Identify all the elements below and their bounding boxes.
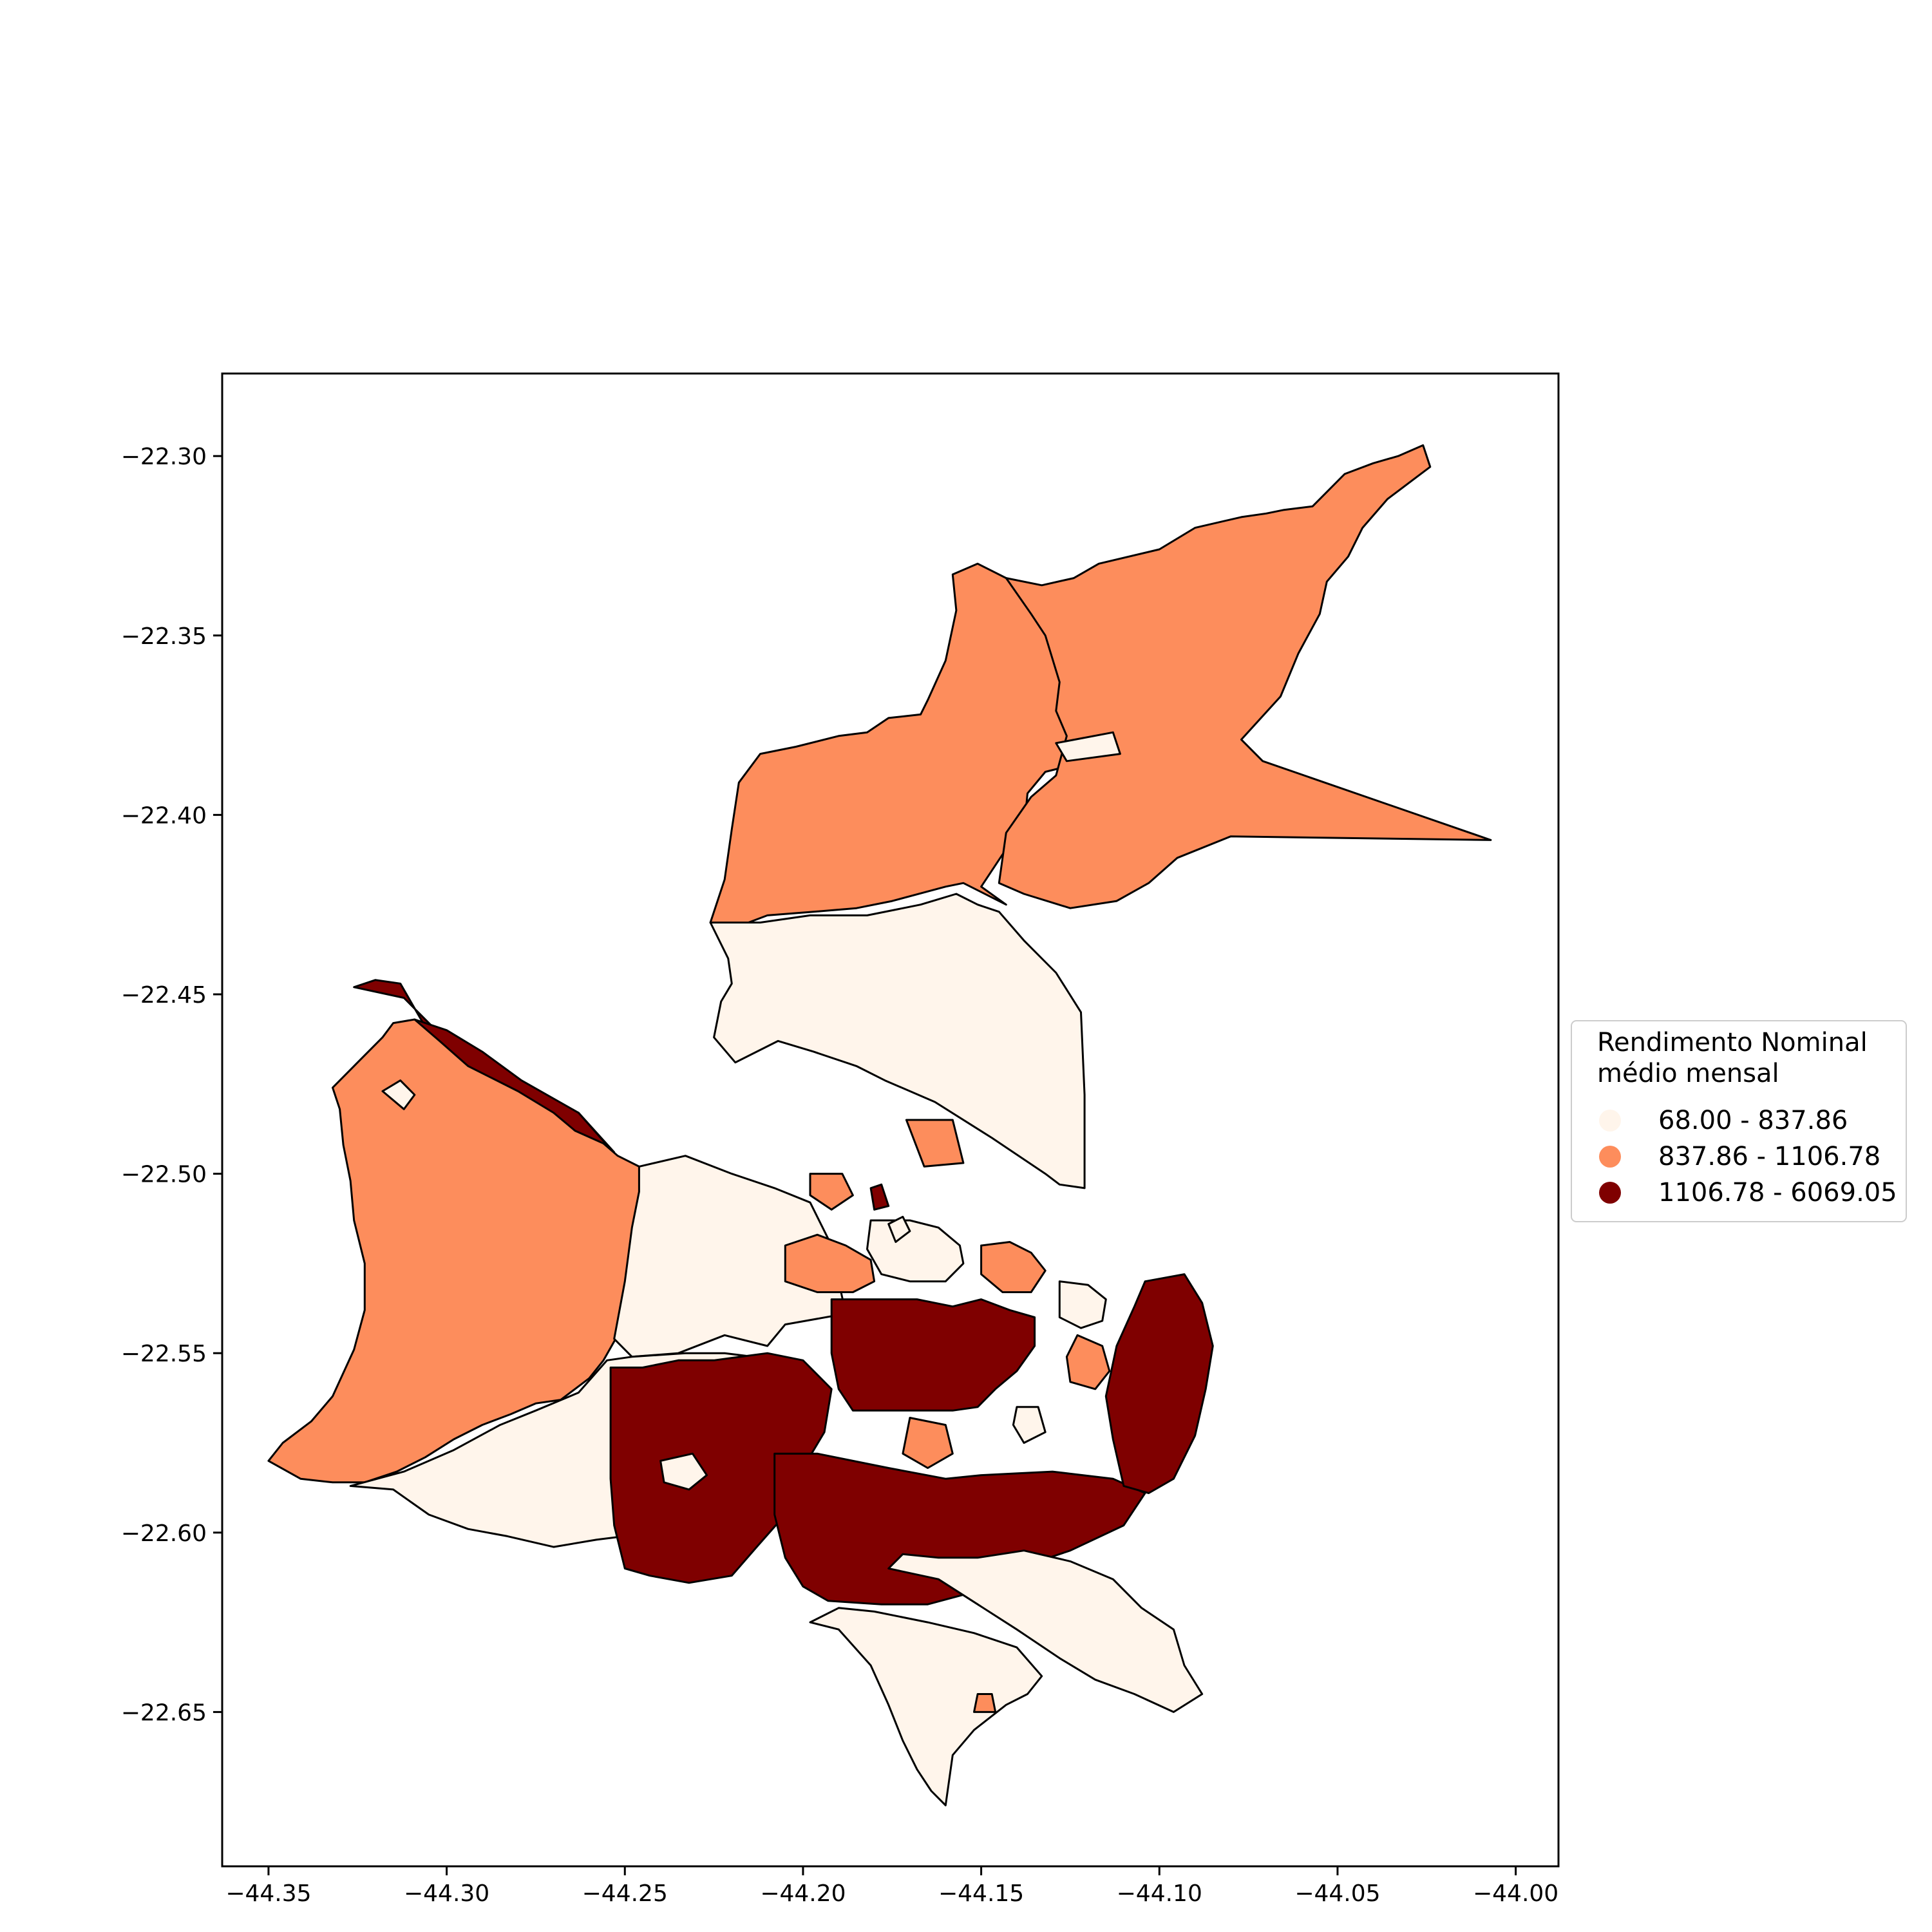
region-polygon-1 — [998, 444, 1492, 909]
region-polygon-18 — [830, 1298, 1036, 1412]
legend-swatch-high — [1599, 1182, 1621, 1204]
x-tick-label-2: −44.25 — [582, 1880, 668, 1907]
x-tick-label-6: −44.05 — [1294, 1880, 1380, 1907]
legend-swatch-low — [1599, 1110, 1621, 1132]
x-tick-label-5: −44.10 — [1117, 1880, 1202, 1907]
x-tick-label-4: −44.15 — [938, 1880, 1024, 1907]
region-polygon-12 — [773, 1452, 1146, 1605]
y-tick-label-6: −22.60 — [121, 1520, 207, 1547]
region-polygon-3 — [709, 893, 1086, 1189]
region-polygon-13 — [1104, 1273, 1214, 1494]
region-layer — [267, 444, 1492, 1806]
region-polygon-27 — [887, 1215, 911, 1243]
legend-title-line-2: médio mensal — [1597, 1059, 1779, 1088]
legend-label-low: 68.00 - 837.86 — [1658, 1106, 1848, 1135]
y-tick-label-4: −22.50 — [121, 1162, 207, 1188]
region-polygon-16 — [809, 1607, 1043, 1806]
region-polygon-8 — [413, 1018, 609, 1146]
legend-swatch-mid — [1599, 1146, 1621, 1168]
legend-label-high: 1106.78 - 6069.05 — [1658, 1178, 1897, 1208]
y-tick-label-0: −22.30 — [121, 444, 207, 470]
legend-label-mid: 837.86 - 1106.78 — [1658, 1142, 1880, 1171]
region-polygon-26 — [902, 1417, 954, 1469]
region-polygon-19 — [784, 1233, 876, 1293]
region-polygon-15 — [887, 1549, 1204, 1713]
x-tick-label-7: −44.00 — [1473, 1880, 1558, 1907]
y-axis: −22.30 −22.35 −22.40 −22.45 −22.50 −22.55 −22.… — [121, 444, 222, 1726]
x-tick-label-3: −44.20 — [760, 1880, 846, 1907]
y-tick-label-1: −22.35 — [121, 623, 207, 650]
legend: Rendimento Nominal médio mensal 68.00 - … — [1571, 1020, 1907, 1222]
region-polygon-2 — [1055, 731, 1121, 762]
y-tick-label-5: −22.55 — [121, 1341, 207, 1367]
legend-title-line-1: Rendimento Nominal — [1597, 1028, 1868, 1057]
y-tick-label-3: −22.45 — [121, 982, 207, 1009]
region-polygon-24 — [1065, 1334, 1111, 1390]
region-polygon-21 — [866, 1219, 965, 1283]
plot-frame — [221, 372, 1560, 1868]
region-polygon-25 — [1012, 1406, 1046, 1444]
region-polygon-22 — [980, 1241, 1046, 1293]
region-polygon-9 — [613, 1155, 847, 1358]
legend-box — [1571, 1020, 1907, 1222]
x-axis: −44.35 −44.30 −44.25 −44.20 −44.15 −44.10 −44.… — [225, 1866, 1558, 1907]
region-polygon-14 — [659, 1452, 708, 1491]
x-tick-label-1: −44.30 — [404, 1880, 489, 1907]
region-polygon-17 — [973, 1693, 997, 1713]
y-tick-label-2: −22.40 — [121, 802, 207, 829]
x-tick-label-0: −44.35 — [225, 1880, 311, 1907]
region-polygon-4 — [905, 1119, 965, 1168]
region-polygon-28 — [869, 1183, 890, 1211]
y-tick-label-7: −22.65 — [121, 1700, 207, 1726]
region-polygon-7 — [381, 1079, 416, 1110]
region-polygon-23 — [1058, 1280, 1107, 1329]
region-polygon-20 — [809, 1173, 854, 1211]
